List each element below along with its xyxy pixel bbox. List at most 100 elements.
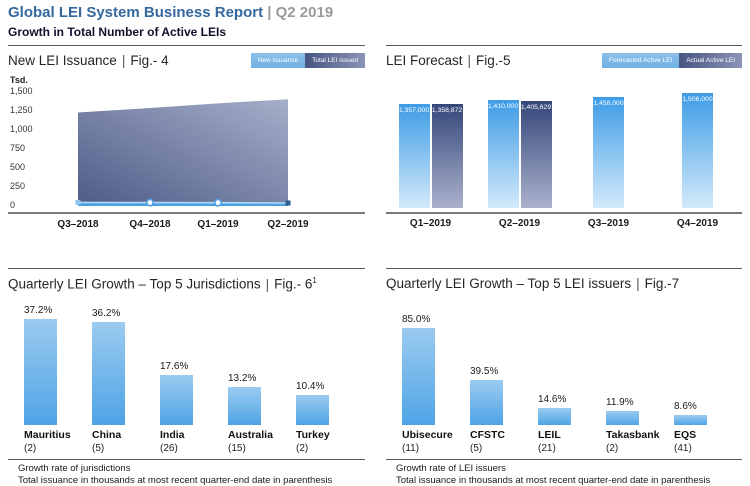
- bar-column: 14.6%: [538, 297, 606, 425]
- growth-bar: [674, 415, 707, 425]
- category-note: (26): [160, 443, 228, 454]
- report-subtitle: Growth in Total Number of Active LEIs: [8, 25, 333, 39]
- fig6-title: Quarterly LEI Growth – Top 5 Jurisdictio…: [8, 276, 317, 292]
- panel-top5-jurisdictions: Quarterly LEI Growth – Top 5 Jurisdictio…: [8, 268, 365, 476]
- bar-column: 13.2%: [228, 297, 296, 425]
- category-label: CFSTC: [470, 429, 538, 441]
- fig5-legend: Forecasted Active LEI Actual Active LEI: [602, 53, 742, 68]
- bar-value-label: 1,410,000: [488, 100, 519, 110]
- x-label: Q2–2019: [253, 219, 323, 230]
- growth-bar: [228, 387, 261, 425]
- category-label: Turkey: [296, 429, 364, 441]
- category: Australia (15): [228, 429, 296, 454]
- growth-bar: [296, 395, 329, 425]
- fig6-footnote-2: Total issuance in thousands at most rece…: [18, 475, 365, 486]
- growth-bar: [160, 375, 193, 425]
- pct-label: 13.2%: [228, 373, 256, 384]
- fig6-fig-label: Fig.- 6: [274, 277, 312, 292]
- data-point-marker: [147, 199, 153, 205]
- category-note: (11): [402, 443, 470, 454]
- category-label: Australia: [228, 429, 296, 441]
- fig6-categories: Mauritius (2) China(5)India (26)Australia (1…: [24, 429, 364, 454]
- pct-label: 11.9%: [606, 397, 634, 408]
- category-note: (15): [228, 443, 296, 454]
- report-header: Global LEI System Business Report | Q2 2…: [8, 4, 333, 39]
- x-label: Q1–2019: [183, 219, 253, 230]
- category-note: (21): [538, 443, 606, 454]
- bar-value-label: 1,405,629: [521, 101, 552, 111]
- actual-bar: 1,405,629: [521, 101, 552, 208]
- legend-actual-active-lei: Actual Active LEI: [679, 53, 742, 68]
- total-lei-area: [78, 99, 288, 206]
- category: EQS(41): [674, 429, 742, 454]
- title-separator: |: [267, 4, 271, 21]
- panel-new-lei-issuance: New LEI Issuance|Fig.- 4 New issuance To…: [8, 45, 365, 241]
- fig7-title: Quarterly LEI Growth – Top 5 LEI issuers…: [386, 276, 679, 291]
- category-label: LEIL: [538, 429, 606, 441]
- growth-bar: [538, 408, 571, 425]
- growth-bar: [24, 319, 57, 425]
- fig5-title: LEI Forecast|Fig.-5: [386, 53, 511, 68]
- bar-column: 36.2%: [92, 297, 160, 425]
- data-point-marker: [215, 200, 221, 206]
- fig7-categories: Ubisecure(11)CFSTC(5)LEIL(21)Takasbank(2…: [402, 429, 742, 454]
- category-note: (2): [296, 443, 364, 454]
- fig5-title-pipe: |: [463, 53, 477, 68]
- bar-column: 39.5%: [470, 297, 538, 425]
- fig7-bars: 85.0% 39.5% 14.6%11.9% 8.6%: [402, 297, 742, 425]
- fig7-footnote-2: Total issuance in thousands at most rece…: [396, 475, 742, 486]
- category-label: Mauritius: [24, 429, 92, 441]
- fig7-footnotes: Growth rate of LEI issuers Total issuanc…: [396, 463, 742, 486]
- category: Turkey (2): [296, 429, 364, 454]
- bar-column: 37.2%: [24, 297, 92, 425]
- bar-value-label: 1,458,000: [593, 97, 624, 107]
- fig5-title-text: LEI Forecast: [386, 53, 463, 68]
- x-label: Q3–2018: [43, 219, 113, 230]
- data-point-marker: [286, 201, 291, 206]
- fig7-fig-label: Fig.-7: [645, 276, 680, 291]
- category-label: Ubisecure: [402, 429, 470, 441]
- x-label: Q1–2019: [386, 218, 475, 229]
- actual-bar: 1,358,872: [432, 104, 463, 208]
- pct-label: 39.5%: [470, 366, 498, 377]
- pct-label: 17.6%: [160, 361, 188, 372]
- fig7-title-pipe: |: [631, 276, 645, 291]
- fig6-title-text: Quarterly LEI Growth – Top 5 Jurisdictio…: [8, 277, 261, 292]
- pct-label: 37.2%: [24, 305, 52, 316]
- category: CFSTC(5): [470, 429, 538, 454]
- x-label: Q3–2019: [564, 218, 653, 229]
- fig6-bars: 37.2% 36.2%17.6% 13.2% 10.4%: [24, 297, 364, 425]
- fig6-fig-superscript: 1: [312, 276, 316, 285]
- bar-value-label: 1,357,000: [399, 104, 430, 114]
- fig7-title-text: Quarterly LEI Growth – Top 5 LEI issuers: [386, 276, 631, 291]
- fig7-footnote-1: Growth rate of LEI issuers: [396, 463, 742, 475]
- pct-label: 10.4%: [296, 381, 324, 392]
- new-issuance-line: [78, 202, 288, 203]
- category-label: EQS: [674, 429, 742, 441]
- bar-column: 85.0%: [402, 297, 470, 425]
- fig6-footnote-divider: [8, 459, 365, 460]
- bar-column: 10.4%: [296, 297, 364, 425]
- category: Ubisecure (11): [402, 429, 470, 454]
- bar-value-label: 1,506,000: [682, 93, 713, 103]
- panel-top5-lei-issuers: Quarterly LEI Growth – Top 5 LEI issuers…: [386, 268, 742, 476]
- report-title: Global LEI System Business Report: [8, 4, 263, 21]
- bar-column: 11.9%: [606, 297, 674, 425]
- panel-lei-forecast: LEI Forecast|Fig.-5 Forecasted Active LE…: [386, 45, 742, 241]
- x-label: Q2–2019: [475, 218, 564, 229]
- fig6-footnote-1: Growth rate of jurisdictions: [18, 463, 365, 475]
- pct-label: 8.6%: [674, 401, 697, 412]
- category-label: Takasbank: [606, 429, 674, 441]
- pct-label: 85.0%: [402, 314, 430, 325]
- category-note: (5): [92, 443, 160, 454]
- fig6-footnotes: Growth rate of jurisdictions Total issua…: [18, 463, 365, 486]
- report-period: Q2 2019: [276, 4, 334, 21]
- category-label: India: [160, 429, 228, 441]
- category: China(5): [92, 429, 160, 454]
- fig5-xaxis-line: [386, 212, 742, 214]
- fig6-title-pipe: |: [261, 277, 275, 292]
